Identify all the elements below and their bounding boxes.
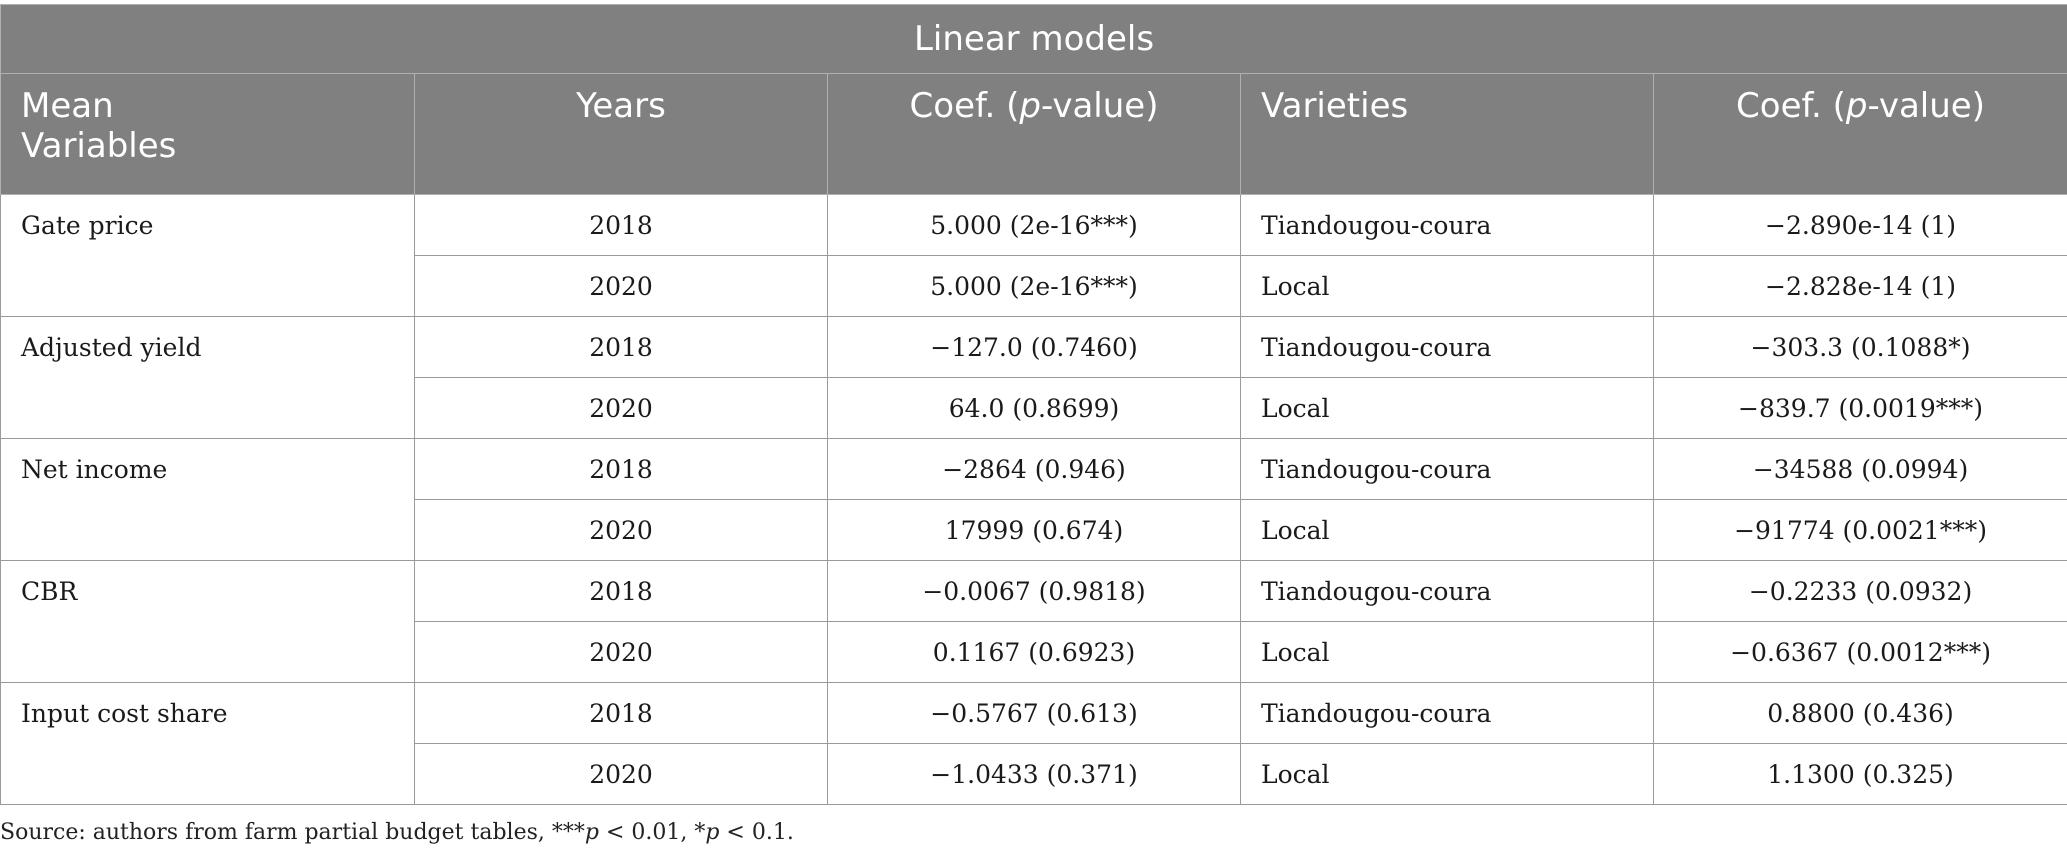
source-note: Source: authors from farm partial budget… — [0, 820, 794, 845]
header-coef-years: Coef. (p-value) — [827, 73, 1241, 195]
year-cell: 2020 — [414, 499, 828, 561]
variety-cell: Local — [1240, 255, 1654, 317]
coef-variety-cell: −0.2233 (0.0932) — [1652, 560, 2067, 622]
coef-year-cell: −127.0 (0.7460) — [827, 316, 1241, 378]
year-cell: 2018 — [414, 194, 828, 256]
variable-name-cell: Gate price — [0, 194, 415, 317]
table-body: Gate price 2018 5.000 (2e-16***) Tiandou… — [0, 194, 2067, 805]
header-coef-varieties-suffix: -value) — [1867, 86, 1985, 126]
header-coef-varieties-prefix: Coef. ( — [1736, 86, 1846, 126]
table-row: 2020 0.1167 (0.6923) Local −0.6367 (0.00… — [1, 621, 2067, 683]
coef-year-cell: 17999 (0.674) — [827, 499, 1241, 561]
year-cell: 2018 — [414, 438, 828, 500]
coef-variety-cell: −0.6367 (0.0012***) — [1652, 621, 2067, 683]
table-row: CBR 2018 −0.0067 (0.9818) Tiandougou-cou… — [0, 560, 2067, 683]
variety-cell: Local — [1240, 621, 1654, 683]
variety-cell: Tiandougou-coura — [1240, 316, 1654, 378]
variety-cell: Tiandougou-coura — [1240, 194, 1654, 256]
table-row: Gate price 2018 5.000 (2e-16***) Tiandou… — [0, 194, 2067, 317]
year-cell: 2018 — [414, 560, 828, 622]
year-cell: 2018 — [414, 682, 828, 744]
column-header-row: Mean Variables Years Coef. (p-value) Vari… — [0, 73, 2067, 195]
linear-models-table: Linear models Mean Variables Years Coef. … — [0, 4, 2067, 805]
coef-year-cell: −0.5767 (0.613) — [827, 682, 1241, 744]
coef-year-cell: 0.1167 (0.6923) — [827, 621, 1241, 683]
coef-variety-cell: −839.7 (0.0019***) — [1652, 377, 2067, 439]
table-title: Linear models — [0, 4, 2067, 74]
header-mean-variables: Mean Variables — [0, 73, 415, 195]
results-table-container: Linear models Mean Variables Years Coef. … — [0, 4, 2067, 805]
coef-year-cell: 64.0 (0.8699) — [827, 377, 1241, 439]
coef-variety-cell: 0.8800 (0.436) — [1652, 682, 2067, 744]
coef-variety-cell: −34588 (0.0994) — [1652, 438, 2067, 500]
source-note-p2: p — [705, 820, 720, 845]
variable-name-cell: CBR — [0, 560, 415, 683]
coef-variety-cell: −2.890e-14 (1) — [1652, 194, 2067, 256]
year-cell: 2020 — [414, 621, 828, 683]
coef-variety-cell: −91774 (0.0021***) — [1652, 499, 2067, 561]
table-title-row: Linear models — [0, 4, 2067, 74]
header-coef-years-prefix: Coef. ( — [909, 86, 1020, 126]
coef-year-cell: −0.0067 (0.9818) — [827, 560, 1241, 622]
header-coef-years-p: p — [1019, 86, 1041, 126]
variety-cell: Tiandougou-coura — [1240, 560, 1654, 622]
coef-variety-cell: −2.828e-14 (1) — [1652, 255, 2067, 317]
table-row: Net income 2018 −2864 (0.946) Tiandougou… — [0, 438, 2067, 561]
header-coef-varieties-p: p — [1845, 86, 1868, 126]
header-coef-varieties: Coef. (p-value) — [1652, 73, 2067, 195]
table-row: 2020 −1.0433 (0.371) Local 1.1300 (0.325… — [1, 743, 2067, 805]
header-mean-variables-line2: Variables — [21, 126, 177, 166]
header-years: Years — [414, 73, 828, 195]
source-note-p1: p — [584, 820, 599, 845]
table-row: 2020 17999 (0.674) Local −91774 (0.0021*… — [1, 499, 2067, 561]
header-coef-years-suffix: -value) — [1040, 86, 1159, 126]
table-row: Input cost share 2018 −0.5767 (0.613) Ti… — [0, 682, 2067, 805]
variety-cell: Local — [1240, 499, 1654, 561]
header-varieties: Varieties — [1240, 73, 1654, 195]
variable-name-cell: Adjusted yield — [0, 316, 415, 439]
coef-variety-cell: 1.1300 (0.325) — [1652, 743, 2067, 805]
coef-year-cell: 5.000 (2e-16***) — [827, 194, 1241, 256]
year-cell: 2018 — [414, 316, 828, 378]
year-cell: 2020 — [414, 377, 828, 439]
variety-cell: Tiandougou-coura — [1240, 682, 1654, 744]
year-cell: 2020 — [414, 743, 828, 805]
coef-year-cell: −1.0433 (0.371) — [827, 743, 1241, 805]
source-note-suffix: < 0.1. — [719, 820, 794, 845]
source-note-mid: < 0.01, * — [598, 820, 706, 845]
variable-name-cell: Net income — [0, 438, 415, 561]
variety-cell: Tiandougou-coura — [1240, 438, 1654, 500]
table-header: Linear models Mean Variables Years Coef. … — [0, 4, 2067, 195]
variety-cell: Local — [1240, 377, 1654, 439]
coef-variety-cell: −303.3 (0.1088*) — [1652, 316, 2067, 378]
table-row: Adjusted yield 2018 −127.0 (0.7460) Tian… — [0, 316, 2067, 439]
variable-name-cell: Input cost share — [0, 682, 415, 805]
source-note-prefix: Source: authors from farm partial budget… — [0, 820, 585, 845]
year-cell: 2020 — [414, 255, 828, 317]
variety-cell: Local — [1240, 743, 1654, 805]
coef-year-cell: 5.000 (2e-16***) — [827, 255, 1241, 317]
coef-year-cell: −2864 (0.946) — [827, 438, 1241, 500]
header-mean-variables-line1: Mean — [21, 86, 114, 126]
